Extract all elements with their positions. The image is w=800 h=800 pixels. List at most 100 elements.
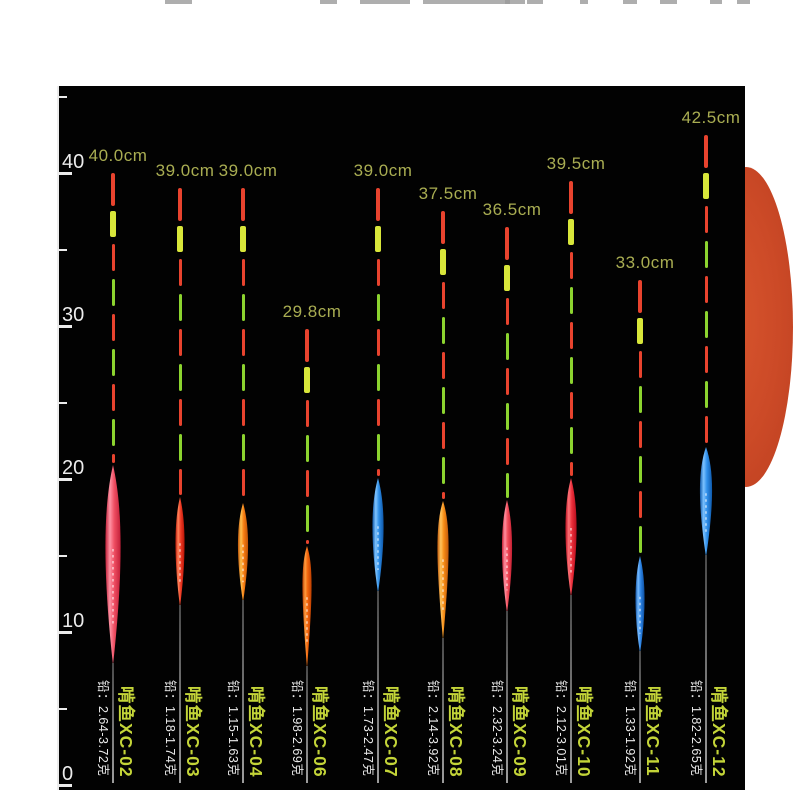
weight-label: 铅：1.98-2.69克	[290, 680, 304, 777]
antenna-red-tip	[505, 226, 509, 260]
antenna-yellow-eye-segment	[375, 226, 381, 253]
model-label: 啃鱼XC-11	[643, 686, 663, 777]
antenna-stripe-segment	[638, 491, 642, 519]
antenna-red-tip	[305, 329, 309, 363]
model-label: 啃鱼XC-02	[116, 686, 136, 778]
float-body	[635, 556, 645, 653]
antenna-stripe-segment	[111, 384, 115, 411]
length-label: 29.8cm	[282, 302, 342, 322]
antenna-stripe-segment	[638, 456, 642, 484]
top-crop-remnant-mark	[580, 0, 588, 4]
ruler-major-tick	[57, 630, 72, 634]
antenna-red-tip	[178, 188, 182, 222]
antenna-red-tip	[241, 188, 245, 222]
antenna-red-tip	[111, 173, 115, 206]
antenna-stripe-segment	[178, 294, 182, 322]
float-body	[437, 501, 449, 640]
antenna-stripe-segment	[376, 364, 380, 392]
ruler-tick-label: 40	[62, 151, 85, 173]
antenna-stripe-segment	[241, 364, 245, 392]
antenna-stripe-segment	[111, 419, 115, 446]
weight-label: 铅：1.73-2.47克	[361, 680, 375, 777]
antenna-stripe-segment	[305, 435, 309, 463]
ruler-minor-tick	[57, 401, 67, 404]
antenna-stripe-segment	[178, 399, 182, 427]
antenna-stripe-segment	[441, 492, 445, 499]
model-label: 啃鱼XC-06	[310, 686, 330, 778]
antenna-stripe-segment	[704, 205, 708, 233]
antenna-yellow-eye-segment	[110, 211, 116, 237]
antenna-red-tip	[704, 134, 708, 168]
antenna-stripe-segment	[569, 426, 573, 454]
antenna-stripe-segment	[376, 469, 380, 476]
antenna-yellow-eye-segment	[703, 172, 709, 199]
antenna-stripe-segment	[569, 321, 573, 349]
ruler-major-tick	[57, 783, 72, 787]
antenna-stripe-segment	[111, 349, 115, 376]
ruler-minor-tick	[57, 95, 67, 98]
antenna-stripe-segment	[505, 367, 509, 395]
model-label: 啃鱼XC-08	[446, 686, 466, 778]
antenna-stripe-segment	[638, 386, 642, 414]
length-label: 39.0cm	[155, 161, 215, 181]
weight-label: 铅：2.12-3.01克	[554, 680, 568, 777]
antenna-stripe-segment	[569, 286, 573, 314]
weight-label: 铅：1.18-1.74克	[163, 680, 177, 777]
length-label: 39.5cm	[546, 153, 606, 173]
ruler-minor-tick	[57, 554, 67, 557]
model-label: 啃鱼XC-09	[510, 686, 530, 778]
top-crop-remnant-mark	[320, 0, 337, 4]
float-body	[565, 478, 577, 597]
black-display-panel	[57, 86, 745, 790]
weight-label: 铅：1.33-1.92克	[623, 680, 637, 777]
top-crop-remnant-mark	[710, 0, 722, 4]
antenna-stripe-segment	[111, 244, 115, 271]
antenna-stripe-segment	[505, 402, 509, 430]
weight-label: 铅：2.14-3.92克	[426, 680, 440, 777]
antenna-stripe-segment	[441, 387, 445, 415]
top-crop-remnant-mark	[660, 0, 677, 4]
antenna-stripe-segment	[569, 251, 573, 279]
antenna-stripe-segment	[376, 399, 380, 427]
antenna-stripe-segment	[704, 415, 708, 443]
ruler-tick-label: 20	[62, 457, 85, 479]
ruler-major-tick	[57, 171, 72, 175]
weight-label: 铅：1.82-2.65克	[689, 680, 703, 777]
keel-line	[506, 611, 508, 783]
antenna-stripe-segment	[178, 469, 182, 495]
keel-line	[570, 595, 572, 783]
float-body	[501, 500, 513, 613]
antenna-stripe-segment	[376, 434, 380, 462]
antenna-stripe-segment	[638, 526, 642, 554]
float-body	[372, 478, 384, 593]
antenna-red-tip	[569, 180, 573, 214]
length-label: 37.5cm	[418, 184, 478, 204]
antenna-stripe-segment	[638, 351, 642, 379]
antenna-red-tip	[638, 280, 642, 314]
keel-line	[179, 605, 181, 783]
ruler-tick-label: 10	[62, 610, 85, 632]
antenna-stripe-segment	[441, 317, 445, 345]
antenna-stripe-segment	[704, 380, 708, 408]
antenna-stripe-segment	[441, 457, 445, 485]
antenna-stripe-segment	[241, 469, 245, 497]
keel-line	[112, 663, 114, 783]
ruler-major-tick	[57, 324, 72, 328]
keel-line	[377, 591, 379, 783]
antenna-stripe-segment	[505, 437, 509, 465]
ruler-tick-label: 30	[62, 304, 85, 326]
top-crop-remnant-mark	[165, 0, 192, 4]
antenna-stripe-segment	[638, 421, 642, 449]
antenna-stripe-segment	[111, 279, 115, 306]
antenna-stripe-segment	[111, 454, 115, 463]
keel-line	[639, 651, 641, 783]
ruler-major-tick	[57, 477, 72, 481]
length-label: 33.0cm	[615, 253, 675, 273]
antenna-yellow-eye-segment	[568, 218, 574, 245]
float-body	[237, 503, 249, 602]
antenna-stripe-segment	[505, 297, 509, 325]
antenna-yellow-eye-segment	[304, 367, 310, 394]
